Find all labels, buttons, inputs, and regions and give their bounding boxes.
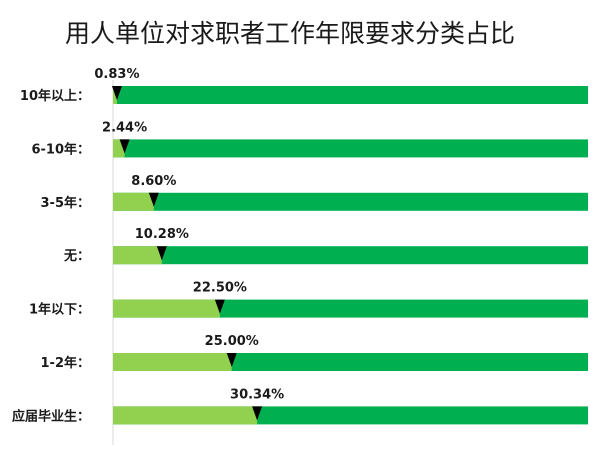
category-label: 1-2年： (41, 355, 91, 371)
bar-remainder (113, 246, 588, 265)
bar-fill (113, 192, 154, 211)
value-label: 8.60% (131, 174, 176, 189)
bar-fill (113, 86, 117, 104)
value-label: 25.00% (205, 334, 259, 349)
chart-title: 用人单位对求职者工作年限要求分类占比 (65, 19, 515, 48)
bar-remainder (113, 139, 588, 158)
bar-marker (148, 192, 159, 207)
bar-marker (156, 246, 167, 261)
value-label: 30.34% (230, 387, 284, 402)
value-label: 2.44% (102, 120, 147, 135)
bar-marker (214, 299, 225, 314)
bar-marker (111, 86, 122, 100)
bar-fill (113, 406, 258, 425)
value-label: 0.83% (94, 67, 139, 82)
bar-marker (252, 406, 263, 421)
bar-remainder (113, 299, 588, 318)
bar-remainder (113, 86, 588, 104)
category-label: 无： (63, 249, 90, 264)
value-label: 22.50% (193, 281, 247, 296)
category-label: 3-5年： (41, 195, 91, 211)
category-label: 10年以上： (20, 88, 90, 104)
bars-group: 10年以上： 0.83% 6-10年： 2.44% 3-5年： 8.60% 无： 10.28%… (12, 67, 588, 425)
category-label: 应届毕业生： (12, 408, 90, 424)
bar-marker (226, 353, 237, 367)
bar-fill (113, 246, 162, 265)
bar-marker (119, 139, 130, 154)
bar-fill (113, 139, 125, 158)
bar-remainder (113, 192, 588, 211)
category-label: 1年以下： (29, 302, 90, 318)
bar-fill (113, 353, 232, 371)
category-label: 6-10年： (31, 141, 90, 157)
bar-fill (113, 299, 220, 318)
value-label: 10.28% (135, 227, 189, 242)
